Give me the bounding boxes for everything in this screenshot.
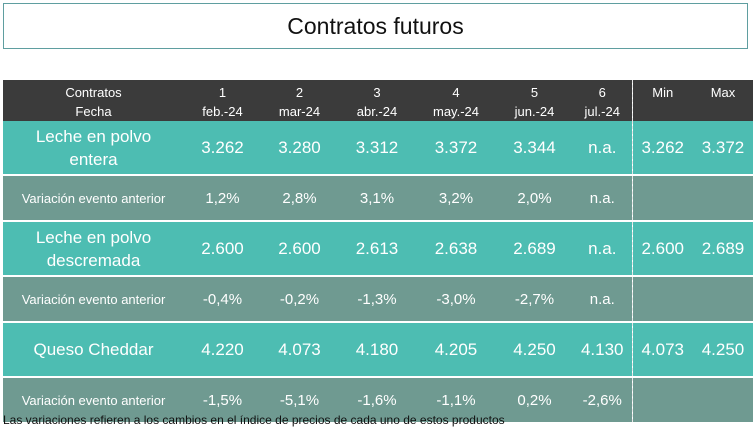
variation-cell: -1,1%: [416, 378, 496, 422]
max-cell: 3.372: [693, 121, 753, 174]
max-cell: 2.689: [693, 222, 753, 275]
product-name-line1: Queso Cheddar: [33, 340, 154, 359]
price-cell: 2.638: [416, 222, 496, 275]
header-col-date: abr.-24: [356, 104, 398, 119]
header-col-num: 2: [295, 85, 304, 100]
product-row-whole-milk-powder: Leche en polvo entera 3.262 3.280 3.312 3…: [3, 121, 753, 174]
empty-cell: [631, 378, 693, 422]
price-cell: 4.250: [496, 323, 573, 376]
variation-cell: -0,2%: [261, 277, 338, 321]
variation-row: Variación evento anterior -1,5% -5,1% -1…: [3, 378, 753, 422]
variation-row: Variación evento anterior -0,4% -0,2% -1…: [3, 277, 753, 321]
header-col-num: 6: [598, 85, 606, 100]
price-cell: 4.180: [338, 323, 416, 376]
header-col-date: may.-24: [433, 104, 479, 119]
header-col-6: 6 jul.-24: [573, 80, 632, 121]
variation-cell: 2,0%: [496, 176, 573, 220]
variation-cell: n.a.: [573, 176, 632, 220]
product-name: Leche en polvo descremada: [3, 222, 184, 275]
variation-cell: 3,2%: [416, 176, 496, 220]
product-name-line1: Leche en polvo: [35, 227, 152, 247]
price-cell: 3.312: [338, 121, 416, 174]
variation-cell: -3,0%: [416, 277, 496, 321]
header-col-date: feb.-24: [202, 104, 243, 119]
product-row-cheddar: Queso Cheddar 4.220 4.073 4.180 4.205 4.…: [3, 323, 753, 376]
header-col-date: jun.-24: [514, 104, 555, 119]
empty-cell: [631, 176, 693, 220]
price-cell: 2.600: [261, 222, 338, 275]
header-min: Min: [631, 80, 693, 121]
price-cell: 3.372: [416, 121, 496, 174]
max-cell: 4.250: [693, 323, 753, 376]
product-name-line2: entera: [69, 149, 118, 169]
product-name-line2: descremada: [46, 250, 141, 270]
price-cell: 3.262: [184, 121, 261, 174]
variation-label: Variación evento anterior: [3, 176, 184, 220]
min-cell: 3.262: [631, 121, 693, 174]
price-cell: 4.130: [573, 323, 632, 376]
futures-table: Contratos Fecha 1 feb.-24 2 mar-24 3 abr.-2…: [3, 80, 753, 422]
header-col-date: jul.-24: [584, 104, 620, 119]
empty-cell: [693, 378, 753, 422]
variation-label: Variación evento anterior: [3, 378, 184, 422]
variation-cell: -5,1%: [261, 378, 338, 422]
header-contracts-label: Contratos: [65, 85, 122, 100]
empty-cell: [693, 176, 753, 220]
variation-cell: -1,6%: [338, 378, 416, 422]
variation-cell: -0,4%: [184, 277, 261, 321]
header-col-num: 4: [452, 85, 460, 100]
header-date-label: Fecha: [75, 104, 112, 119]
variation-cell: -2,7%: [496, 277, 573, 321]
variation-cell: 3,1%: [338, 176, 416, 220]
header-col-4: 4 may.-24: [416, 80, 496, 121]
header-contracts-date: Contratos Fecha: [3, 80, 184, 121]
header-col-num: 3: [373, 85, 381, 100]
product-name-line1: Leche en polvo: [35, 126, 152, 146]
price-cell: 2.689: [496, 222, 573, 275]
min-cell: 2.600: [631, 222, 693, 275]
variation-cell: -1,5%: [184, 378, 261, 422]
price-cell: 3.280: [261, 121, 338, 174]
footnote: Las variaciones refieren a los cambios e…: [3, 413, 505, 427]
header-col-5: 5 jun.-24: [496, 80, 573, 121]
empty-cell: [631, 277, 693, 321]
page-title: Contratos futuros: [3, 3, 748, 49]
price-cell: 4.073: [261, 323, 338, 376]
product-name: Queso Cheddar: [3, 323, 184, 376]
product-name: Leche en polvo entera: [3, 121, 184, 174]
price-cell: n.a.: [573, 121, 632, 174]
header-col-2: 2 mar-24: [261, 80, 338, 121]
price-cell: 2.600: [184, 222, 261, 275]
variation-cell: n.a.: [573, 277, 632, 321]
variation-label: Variación evento anterior: [3, 277, 184, 321]
variation-cell: 2,8%: [261, 176, 338, 220]
variation-cell: 1,2%: [184, 176, 261, 220]
price-cell: 3.344: [496, 121, 573, 174]
product-row-skim-milk-powder: Leche en polvo descremada 2.600 2.600 2.6…: [3, 222, 753, 275]
variation-cell: -2,6%: [573, 378, 632, 422]
header-max: Max: [693, 80, 753, 121]
variation-cell: -1,3%: [338, 277, 416, 321]
header-col-1: 1 feb.-24: [184, 80, 261, 121]
price-cell: 4.220: [184, 323, 261, 376]
price-cell: 2.613: [338, 222, 416, 275]
variation-cell: 0,2%: [496, 378, 573, 422]
variation-row: Variación evento anterior 1,2% 2,8% 3,1%…: [3, 176, 753, 220]
min-cell: 4.073: [631, 323, 693, 376]
header-col-date: mar-24: [278, 104, 321, 119]
price-cell: 4.205: [416, 323, 496, 376]
header-col-num: 1: [218, 85, 227, 100]
table-header-row: Contratos Fecha 1 feb.-24 2 mar-24 3 abr.-2…: [3, 80, 753, 121]
empty-cell: [693, 277, 753, 321]
header-col-num: 5: [530, 85, 539, 100]
header-col-3: 3 abr.-24: [338, 80, 416, 121]
price-cell: n.a.: [573, 222, 632, 275]
